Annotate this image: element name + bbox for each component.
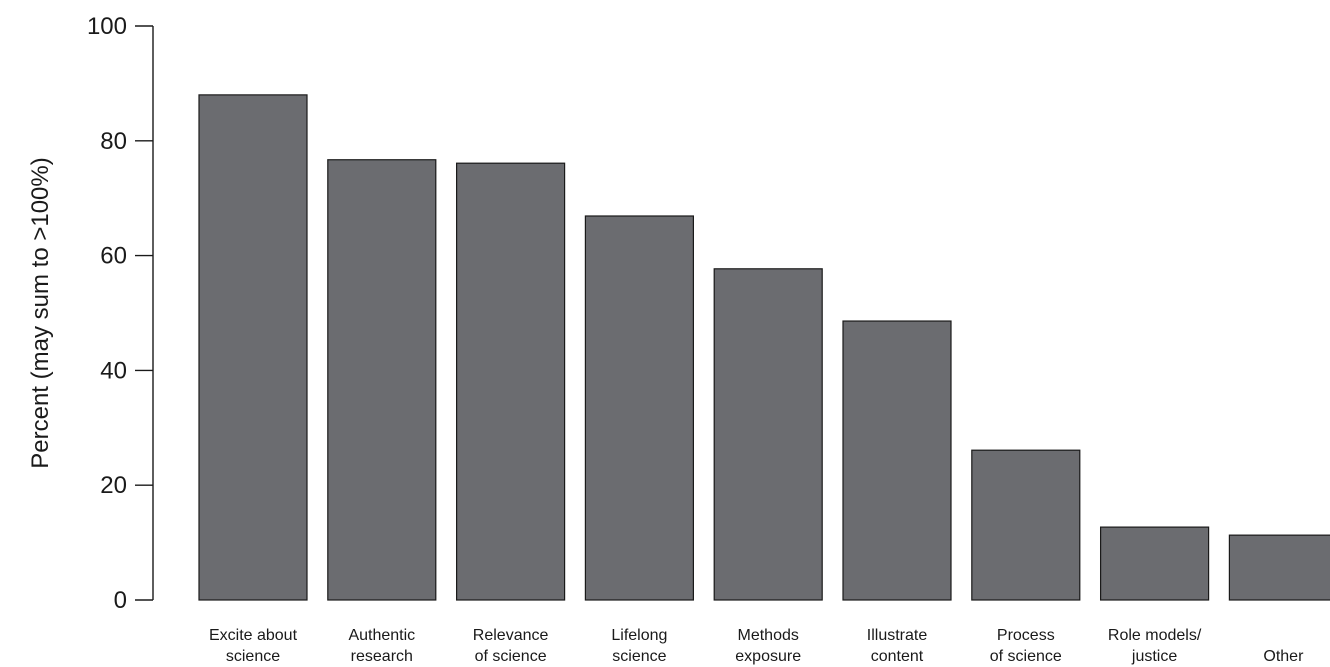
bar <box>1228 534 1330 601</box>
bar <box>1099 526 1210 601</box>
bar <box>456 162 566 601</box>
category-label: of science <box>475 648 547 665</box>
y-tick-label: 20 <box>100 472 127 499</box>
bar <box>713 268 823 601</box>
bar <box>842 320 952 601</box>
category-label: Illustrate <box>867 627 928 644</box>
category-label: Methods <box>738 627 799 644</box>
category-label: Process <box>997 627 1055 644</box>
y-axis-label: Percent (may sum to >100%) <box>27 157 54 468</box>
category-label: Other <box>1263 648 1304 665</box>
x-axis-labels: Excite about science Authentic research Rele… <box>209 627 1304 665</box>
category-label: of science <box>990 648 1062 665</box>
category-label: science <box>612 648 666 665</box>
y-tick-label: 80 <box>100 128 127 155</box>
y-tick-label: 40 <box>100 357 127 384</box>
category-label: content <box>871 648 924 665</box>
bar <box>971 449 1081 601</box>
category-label: Role models/ <box>1108 627 1202 644</box>
y-tick-label: 60 <box>100 243 127 270</box>
y-tick-label: 100 <box>87 13 127 40</box>
category-label: justice <box>1131 648 1177 665</box>
category-label: science <box>226 648 280 665</box>
bars <box>198 94 1330 601</box>
bar <box>198 94 308 601</box>
y-axis: 0 20 40 60 80 100 <box>87 13 154 614</box>
category-label: exposure <box>735 648 801 665</box>
bar <box>584 215 695 601</box>
category-label: Authentic <box>348 627 415 644</box>
category-label: Excite about <box>209 627 298 644</box>
category-label: research <box>351 648 413 665</box>
bar <box>327 159 437 601</box>
category-label: Lifelong <box>611 627 667 644</box>
y-tick-label: 0 <box>114 587 127 614</box>
category-label: Relevance <box>473 627 549 644</box>
